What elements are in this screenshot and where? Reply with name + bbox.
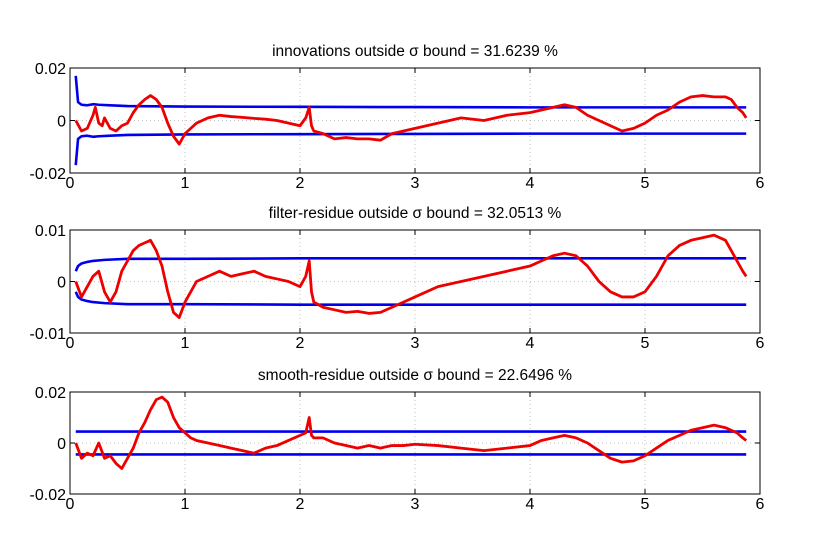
x-tick-label: 4 <box>526 175 535 192</box>
x-tick-label: 4 <box>526 335 535 352</box>
y-tick-label: 0 <box>57 114 66 131</box>
x-tick-label: 5 <box>641 175 650 192</box>
x-tick-label: 2 <box>296 335 305 352</box>
y-tick-label: 0.02 <box>35 385 66 402</box>
x-tick-label: 6 <box>756 175 765 192</box>
x-tick-label: 3 <box>411 335 420 352</box>
x-tick-label: 3 <box>411 175 420 192</box>
x-tick-label: 1 <box>181 496 190 513</box>
x-tick-label: 1 <box>181 175 190 192</box>
x-tick-label: 5 <box>641 335 650 352</box>
y-tick-label: 0.02 <box>35 61 66 78</box>
x-tick-label: 0 <box>66 496 75 513</box>
residual-line <box>74 233 748 319</box>
x-tick-label: 4 <box>526 496 535 513</box>
x-tick-label: 2 <box>296 496 305 513</box>
upper-bound-line <box>74 75 747 109</box>
y-tick-label: -0.02 <box>30 166 67 183</box>
x-tick-label: 1 <box>181 335 190 352</box>
residual-line <box>74 94 748 146</box>
x-tick-label: 0 <box>66 335 75 352</box>
x-tick-label: 6 <box>756 496 765 513</box>
y-tick-label: -0.02 <box>30 487 67 504</box>
y-tick-label: 0.01 <box>35 223 66 240</box>
subplot-title: filter-residue outside σ bound = 32.0513… <box>269 205 562 222</box>
x-tick-label: 5 <box>641 496 650 513</box>
y-tick-label: 0 <box>57 275 66 292</box>
y-tick-label: 0 <box>57 436 66 453</box>
x-tick-label: 0 <box>66 175 75 192</box>
x-tick-label: 3 <box>411 496 420 513</box>
subplot-title: smooth-residue outside σ bound = 22.6496… <box>258 367 572 384</box>
lower-bound-line <box>74 132 747 166</box>
residual-line <box>74 395 748 470</box>
lower-bound-line <box>74 291 747 306</box>
x-tick-label: 2 <box>296 175 305 192</box>
y-tick-label: -0.01 <box>30 326 67 343</box>
subplot-title: innovations outside σ bound = 31.6239 % <box>272 43 558 60</box>
x-tick-label: 6 <box>756 335 765 352</box>
